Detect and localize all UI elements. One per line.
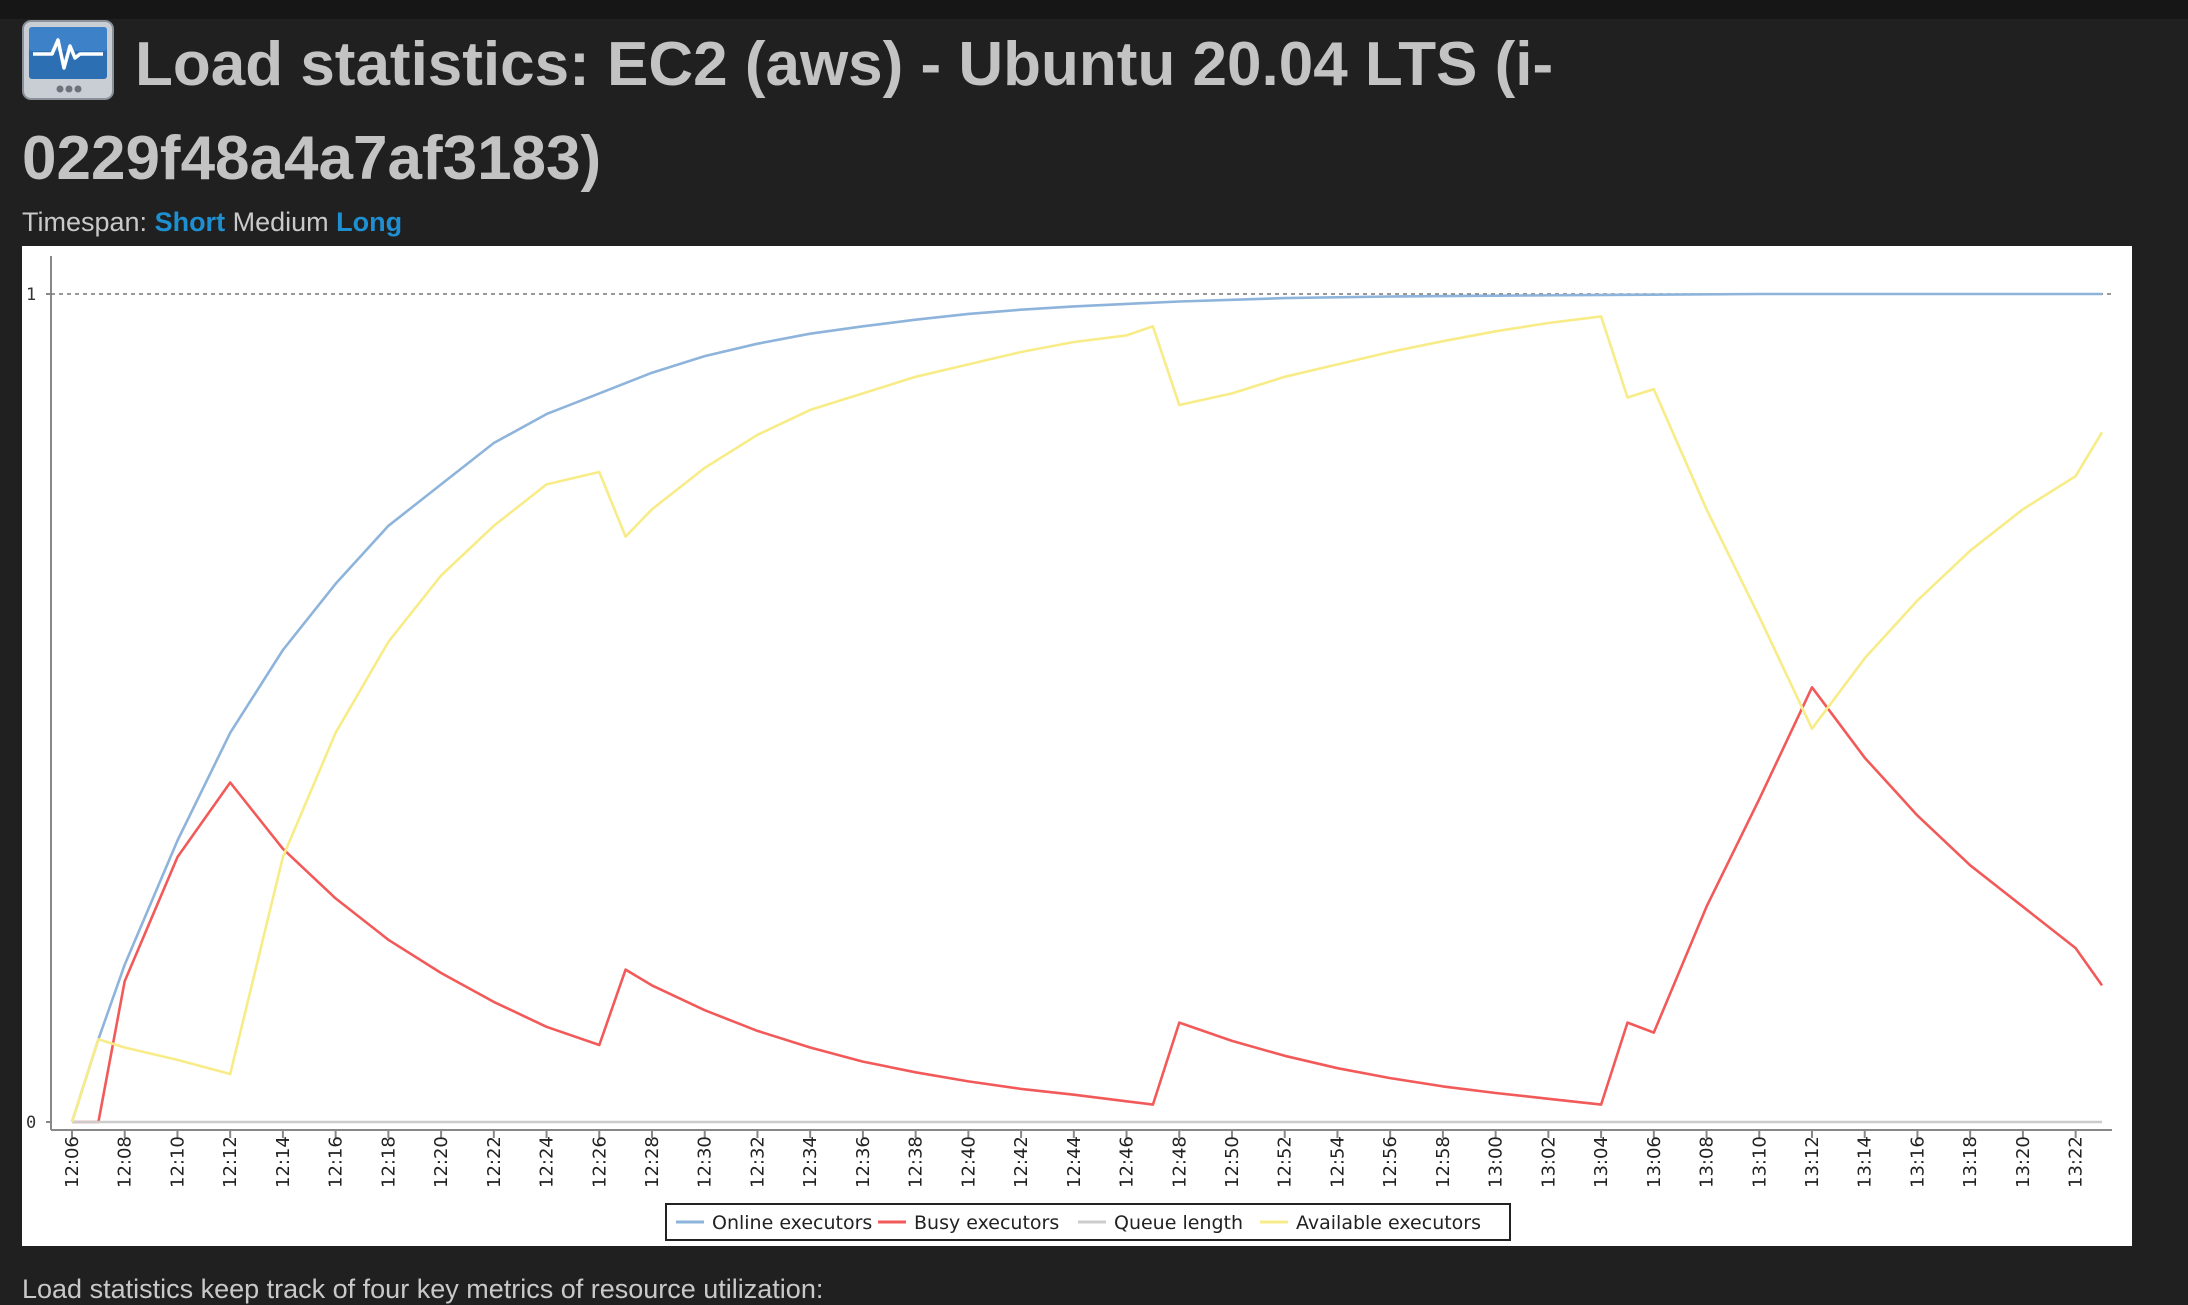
x-tick-label: 12:58 [1433, 1136, 1454, 1188]
x-tick-label: 12:06 [62, 1136, 83, 1188]
x-tick-label: 12:22 [484, 1136, 505, 1188]
x-tick-label: 12:38 [906, 1136, 927, 1188]
x-tick-label: 12:50 [1222, 1136, 1243, 1188]
x-tick-label: 12:32 [747, 1136, 768, 1188]
timespan-selector: Timespan: Short Medium Long [22, 207, 402, 238]
series-line-busy-executors [72, 685, 2104, 1124]
page-title-line2: 0229f48a4a7af3183) [22, 124, 602, 193]
chart-svg: 0 1 12:06 12:08 12:10 12:12 12:14 12:16 12:18 12:… [26, 256, 2112, 1241]
x-tick-label: 12:36 [853, 1136, 874, 1188]
x-tick-label: 13:00 [1486, 1136, 1507, 1188]
x-tick-label: 12:42 [1011, 1136, 1032, 1188]
x-tick-label: 13:20 [2013, 1136, 2034, 1188]
x-tick-label: 13:16 [1907, 1136, 1928, 1188]
timespan-long-link[interactable]: Long [336, 207, 403, 237]
top-bar [0, 0, 2188, 19]
page-title: Load statistics: EC2 (aws) - Ubuntu 20.0… [22, 18, 1662, 206]
y-tick-label: 1 [26, 285, 36, 305]
x-tick-label: 12:46 [1117, 1136, 1138, 1188]
x-tick-label: 12:14 [273, 1136, 294, 1188]
load-statistics-chart: 0 1 12:06 12:08 12:10 12:12 12:14 12:16 12:18 12:… [22, 246, 2132, 1246]
x-tick-label: 12:40 [958, 1136, 979, 1188]
x-tick-label: 13:12 [1802, 1136, 1823, 1188]
timespan-short-link[interactable]: Short [154, 207, 226, 237]
page-header: Load statistics: EC2 (aws) - Ubuntu 20.0… [22, 18, 1662, 206]
timespan-label: Timespan: [22, 207, 148, 237]
x-tick-label: 12:44 [1064, 1136, 1085, 1188]
series-line-available-executors [70, 315, 2104, 1123]
series-line-online-executors [70, 292, 2102, 1123]
timespan-medium-current: Medium [232, 207, 329, 237]
x-tick-label: 12:48 [1169, 1136, 1190, 1188]
legend-label: Online executors [712, 1212, 872, 1234]
x-tick-label: 12:12 [220, 1136, 241, 1188]
x-tick-label: 13:10 [1749, 1136, 1770, 1188]
x-tick-label: 12:10 [167, 1136, 188, 1188]
x-tick-label: 13:04 [1591, 1136, 1612, 1188]
page-title-line1: Load statistics: EC2 (aws) - Ubuntu 20.0… [135, 30, 1554, 99]
x-tick-label: 13:06 [1644, 1136, 1665, 1188]
x-tick-label: 13:14 [1855, 1136, 1876, 1188]
legend-label: Busy executors [914, 1212, 1059, 1234]
x-tick-label: 12:20 [431, 1136, 452, 1188]
y-tick-label: 0 [26, 1113, 36, 1133]
x-tick-label: 13:18 [1960, 1136, 1981, 1188]
x-tick-label: 12:34 [800, 1136, 821, 1188]
x-tick-label: 12:56 [1380, 1136, 1401, 1188]
x-tick-label: 12:24 [537, 1136, 558, 1188]
x-tick-label: 12:28 [642, 1136, 663, 1188]
x-tick-label: 12:26 [589, 1136, 610, 1188]
x-tick-label: 12:18 [378, 1136, 399, 1188]
x-tick-label: 13:08 [1697, 1136, 1718, 1188]
legend-label: Queue length [1114, 1212, 1243, 1234]
x-tick-label: 12:16 [326, 1136, 347, 1188]
x-tick-label: 13:02 [1538, 1136, 1559, 1188]
x-tick-label: 12:30 [695, 1136, 716, 1188]
legend-label: Available executors [1296, 1212, 1481, 1234]
x-tick-label: 12:52 [1275, 1136, 1296, 1188]
x-tick-label: 13:22 [2066, 1136, 2087, 1188]
x-tick-label: 12:54 [1327, 1136, 1348, 1188]
monitor-pulse-icon [22, 20, 114, 100]
x-tick-label: 12:08 [115, 1136, 136, 1188]
